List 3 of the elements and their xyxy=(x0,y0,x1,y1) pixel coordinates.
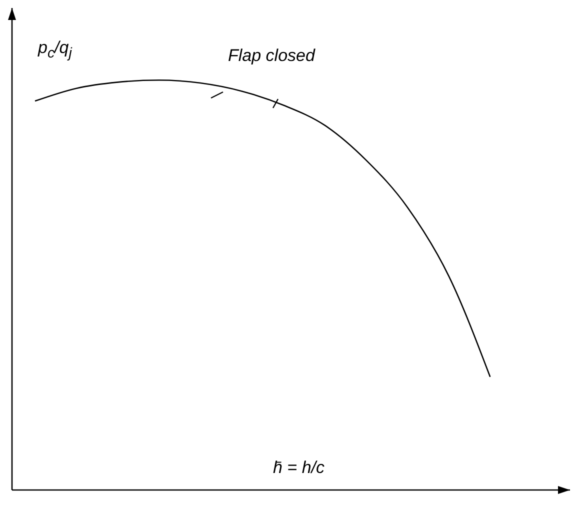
y-axis-title: p$_{c}$/q$_{j}$ xyxy=(38,38,72,62)
text: Flap closed xyxy=(228,46,315,66)
x-axis-title: h̄ = h/c xyxy=(273,458,325,478)
